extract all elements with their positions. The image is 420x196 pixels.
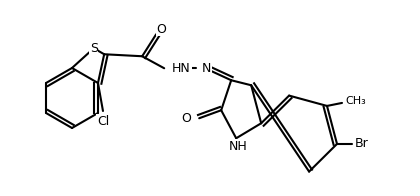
Text: N: N [202,62,212,75]
Text: S: S [90,42,98,55]
Text: CH₃: CH₃ [345,96,366,106]
Text: HN: HN [172,62,191,75]
Text: Cl: Cl [97,114,109,128]
Text: NH: NH [229,140,247,153]
Text: O: O [181,112,191,125]
Text: O: O [156,23,166,36]
Text: Br: Br [355,137,369,151]
